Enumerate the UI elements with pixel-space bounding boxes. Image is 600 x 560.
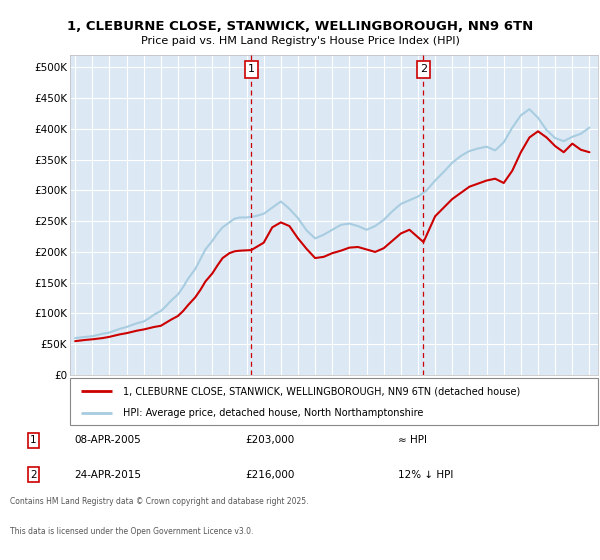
Text: 24-APR-2015: 24-APR-2015 — [74, 470, 142, 480]
Text: 08-APR-2005: 08-APR-2005 — [74, 435, 142, 445]
Text: Price paid vs. HM Land Registry's House Price Index (HPI): Price paid vs. HM Land Registry's House … — [140, 36, 460, 46]
Text: Contains HM Land Registry data © Crown copyright and database right 2025.: Contains HM Land Registry data © Crown c… — [10, 497, 308, 506]
Text: This data is licensed under the Open Government Licence v3.0.: This data is licensed under the Open Gov… — [10, 527, 253, 536]
Text: 1: 1 — [30, 435, 37, 445]
Text: ≈ HPI: ≈ HPI — [398, 435, 427, 445]
Text: 2: 2 — [30, 470, 37, 480]
Text: HPI: Average price, detached house, North Northamptonshire: HPI: Average price, detached house, Nort… — [123, 408, 423, 418]
Text: 12% ↓ HPI: 12% ↓ HPI — [398, 470, 454, 480]
FancyBboxPatch shape — [70, 378, 598, 425]
Text: £203,000: £203,000 — [245, 435, 295, 445]
Text: £216,000: £216,000 — [245, 470, 295, 480]
Text: 2: 2 — [420, 64, 427, 74]
Text: 1, CLEBURNE CLOSE, STANWICK, WELLINGBOROUGH, NN9 6TN (detached house): 1, CLEBURNE CLOSE, STANWICK, WELLINGBORO… — [123, 386, 520, 396]
Text: 1, CLEBURNE CLOSE, STANWICK, WELLINGBOROUGH, NN9 6TN: 1, CLEBURNE CLOSE, STANWICK, WELLINGBORO… — [67, 20, 533, 32]
Text: 1: 1 — [248, 64, 254, 74]
